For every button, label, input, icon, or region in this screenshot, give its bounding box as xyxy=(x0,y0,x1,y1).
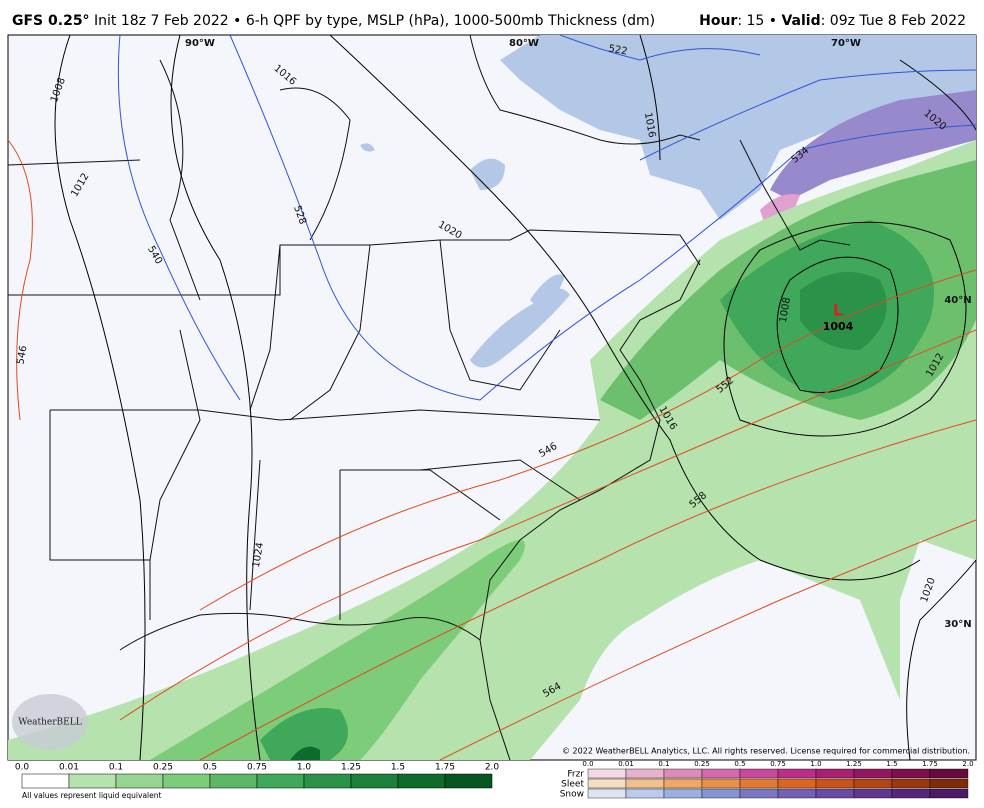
snow-area xyxy=(360,35,976,368)
latitude-label: 40°N xyxy=(944,295,971,306)
type-swatch xyxy=(853,768,893,779)
isobars xyxy=(54,35,976,760)
logo-badge xyxy=(12,694,88,750)
type-tick-label: 1.75 xyxy=(922,760,938,768)
type-swatch xyxy=(739,778,779,789)
type-swatch xyxy=(739,768,779,779)
header-valid: Hour: 15 • Valid: 09z Tue 8 Feb 2022 xyxy=(699,13,966,29)
type-swatch xyxy=(777,768,817,779)
isobar-label: 1016 xyxy=(642,112,657,139)
type-swatch xyxy=(853,778,893,789)
rain-tick-label: 0.75 xyxy=(247,763,267,773)
header-title: GFS 0.25° Init 18z 7 Feb 2022 • 6-h QPF … xyxy=(12,13,655,29)
type-swatch xyxy=(853,788,893,799)
type-swatch xyxy=(587,788,627,799)
rain-tick-label: 0.1 xyxy=(109,763,123,773)
rain-swatch xyxy=(68,773,117,789)
rain-area xyxy=(8,140,976,760)
type-swatch xyxy=(701,788,741,799)
type-swatch xyxy=(587,778,627,789)
type-swatch xyxy=(815,768,855,779)
legend-note: All values represent liquid equivalent xyxy=(22,791,161,800)
type-swatch xyxy=(891,778,931,789)
rain-tick-label: 0.0 xyxy=(15,763,30,773)
map: 90°W 80°W 70°W40°N30°N10081016101210201016… xyxy=(7,34,977,761)
type-swatch xyxy=(929,788,969,799)
type-swatch xyxy=(777,778,817,789)
thickness-label: 522 xyxy=(608,43,629,57)
type-swatch xyxy=(663,768,703,779)
type-swatch xyxy=(739,788,779,799)
type-tick-label: 0.1 xyxy=(658,760,669,768)
logo: WeatherBELL xyxy=(18,718,81,728)
type-tick-label: 0.25 xyxy=(694,760,710,768)
legend: All values represent liquid equivalent 0… xyxy=(15,760,974,800)
rain-tick-label: 0.01 xyxy=(59,763,79,773)
type-swatch xyxy=(625,778,665,789)
isobar-label: 1024 xyxy=(251,542,266,569)
rain-tick-label: 1.5 xyxy=(391,763,405,773)
rain-swatch xyxy=(350,773,399,789)
type-tick-label: 0.0 xyxy=(582,760,593,768)
type-tick-label: 0.75 xyxy=(770,760,786,768)
isobar-label: 1008 xyxy=(778,297,793,324)
rain-swatch xyxy=(256,773,305,789)
type-swatch xyxy=(663,788,703,799)
type-label: Sleet xyxy=(561,780,584,790)
rain-swatch xyxy=(162,773,211,789)
longitude-label: 90°W xyxy=(185,38,215,49)
type-swatch xyxy=(891,788,931,799)
latitude-label: 30°N xyxy=(944,619,971,630)
type-swatch xyxy=(587,768,627,779)
low-pressure: 1004 xyxy=(823,320,854,333)
type-tick-label: 1.0 xyxy=(810,760,821,768)
type-tick-label: 0.5 xyxy=(734,760,745,768)
rain-tick-label: 1.25 xyxy=(341,763,361,773)
thickness xyxy=(8,35,976,760)
type-swatch xyxy=(625,788,665,799)
low-symbol: L xyxy=(833,301,843,320)
rain-tick-label: 0.5 xyxy=(203,763,217,773)
rain-tick-label: 2.0 xyxy=(485,763,500,773)
type-swatch xyxy=(815,788,855,799)
type-tick-label: 2.0 xyxy=(962,760,973,768)
type-swatch xyxy=(777,788,817,799)
rain-swatch xyxy=(444,773,493,789)
rain-swatch xyxy=(209,773,258,789)
type-swatch xyxy=(929,778,969,789)
rain-tick-label: 1.75 xyxy=(435,763,455,773)
longitude-label: 80°W xyxy=(509,38,539,49)
type-label: Snow xyxy=(560,790,584,800)
type-swatch xyxy=(815,778,855,789)
rain-tick-label: 0.25 xyxy=(153,763,173,773)
type-swatch xyxy=(929,768,969,779)
type-swatch xyxy=(701,768,741,779)
rain-swatch xyxy=(21,773,70,789)
type-swatch xyxy=(625,768,665,779)
sleet-area xyxy=(770,90,976,200)
rain-swatch xyxy=(115,773,164,789)
type-tick-label: 0.01 xyxy=(618,760,634,768)
boundaries xyxy=(8,35,851,760)
type-swatch xyxy=(701,778,741,789)
type-swatch xyxy=(891,768,931,779)
copyright: © 2022 WeatherBELL Analytics, LLC. All r… xyxy=(562,747,970,756)
type-label: Frzr xyxy=(567,770,584,780)
rain-swatch xyxy=(397,773,446,789)
rain-swatch xyxy=(303,773,352,789)
type-swatch xyxy=(663,778,703,789)
type-tick-label: 1.5 xyxy=(886,760,897,768)
rain-tick-label: 1.0 xyxy=(297,763,312,773)
thickness-label: 546 xyxy=(15,345,29,366)
type-tick-label: 1.25 xyxy=(846,760,862,768)
longitude-label: 70°W xyxy=(831,38,861,49)
